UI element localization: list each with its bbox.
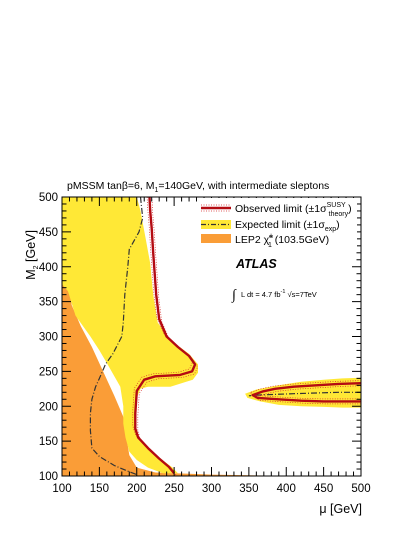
plot-title: pMSSM tanβ=6, M1=140GeV, with intermedia…: [67, 180, 329, 194]
y-tick-label: 450: [39, 227, 58, 239]
legend-label-expected: Expected limit (±1σexp): [235, 219, 340, 233]
x-tick-label: 500: [351, 483, 370, 495]
x-tick-label: 250: [165, 483, 184, 495]
y-tick-label: 200: [39, 401, 58, 413]
y-tick-label: 400: [39, 262, 58, 274]
x-axis-title: μ [GeV]: [319, 502, 362, 516]
x-tick-label: 100: [52, 483, 71, 495]
y-tick-label: 150: [39, 436, 58, 448]
legend-entry-observed: Observed limit (±1σSUSY theory): [201, 202, 352, 218]
y-tick-label: 250: [39, 366, 58, 378]
experiment-label: ATLAS: [235, 257, 277, 271]
legend-entry-lep: LEP2 χ̃± 1 (103.5GeV): [201, 233, 329, 249]
observed-limit-right-line: [251, 382, 361, 403]
observed-limit-right-theory-lower: [254, 385, 361, 405]
observed-limit-left-line: [134, 197, 197, 474]
x-tick-label: 350: [239, 483, 258, 495]
axes: 100 150 200 250 300 350 400 450 500 100 150 200 250 3…: [39, 192, 371, 495]
integral-symbol: ∫: [231, 288, 237, 303]
legend-entry-expected: Expected limit (±1σexp): [201, 219, 340, 233]
plot-area: [62, 197, 361, 476]
y-axis-title: M2 [GeV]: [24, 230, 40, 280]
legend-swatch-lep: [201, 234, 231, 243]
observed-limit-right-theory-upper: [249, 380, 359, 400]
legend-label-lep: LEP2 χ̃± 1 (103.5GeV): [235, 233, 329, 249]
expected-limit-right-line: [248, 391, 361, 397]
y-tick-label: 500: [39, 192, 58, 204]
lep2-excluded-region: [62, 277, 361, 476]
legend-label-observed: Observed limit (±1σSUSY theory): [235, 202, 352, 218]
x-tick-label: 400: [277, 483, 296, 495]
legend: Observed limit (±1σSUSY theory) Expected …: [197, 198, 357, 249]
expected-band-left-region: [62, 197, 198, 474]
luminosity-label: ∫ L dt = 4.7 fb-1 √s=7TeV: [231, 288, 317, 303]
x-tick-label: 200: [127, 483, 146, 495]
y-tick-label: 300: [39, 332, 58, 344]
x-tick-label: 450: [314, 483, 333, 495]
lumi-text: L dt = 4.7 fb-1 √s=7TeV: [241, 289, 317, 299]
y-tick-label: 350: [39, 297, 58, 309]
expected-limit-left-line: [89, 197, 144, 476]
x-tick-label: 150: [90, 483, 109, 495]
y-tick-label: 100: [39, 471, 58, 483]
x-tick-label: 300: [202, 483, 221, 495]
